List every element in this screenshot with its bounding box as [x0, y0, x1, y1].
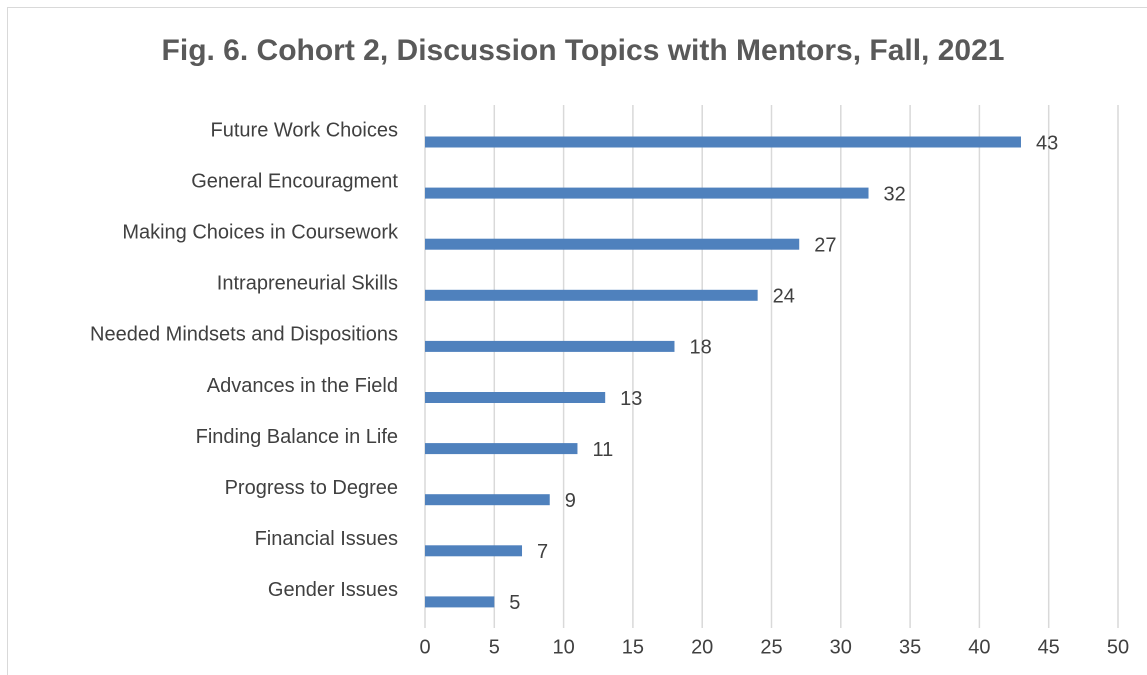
y-tick-label: Advances in the Field	[207, 375, 398, 397]
x-tick-label: 15	[622, 636, 644, 658]
bar	[425, 392, 606, 403]
y-tick-label: Progress to Degree	[225, 477, 398, 499]
x-tick-label: 45	[1038, 636, 1060, 658]
y-tick-label: Intrapreneurial Skills	[217, 273, 398, 295]
data-label: 13	[620, 388, 642, 410]
y-tick-label: Future Work Choices	[211, 119, 398, 141]
chart-title: Fig. 6. Cohort 2, Discussion Topics with…	[162, 34, 1005, 67]
x-tick-label: 25	[760, 636, 782, 658]
bar	[425, 289, 758, 301]
y-tick-label: Finding Balance in Life	[196, 426, 398, 448]
data-label: 18	[689, 337, 711, 359]
data-label: 9	[565, 490, 576, 512]
x-tick-label: 10	[552, 636, 574, 658]
bar	[425, 187, 869, 199]
bar	[425, 443, 578, 455]
y-tick-label: Needed Mindsets and Dispositions	[90, 324, 398, 346]
data-label: 32	[884, 183, 906, 205]
y-tick-label: General Encouragment	[191, 170, 398, 192]
x-tick-label: 0	[419, 636, 430, 658]
x-tick-label: 35	[899, 636, 921, 658]
x-tick-label: 20	[691, 636, 713, 658]
data-label: 7	[537, 541, 548, 563]
y-tick-label: Making Choices in Coursework	[122, 221, 399, 243]
bar	[425, 136, 1021, 148]
y-tick-label: Gender Issues	[268, 579, 398, 601]
y-tick-label: Financial Issues	[255, 528, 398, 550]
bar	[425, 596, 495, 608]
bar	[425, 494, 550, 506]
x-tick-label: 50	[1107, 636, 1129, 658]
data-label: 27	[814, 234, 836, 256]
data-label: 11	[592, 439, 613, 461]
bar	[425, 238, 800, 250]
data-label: 43	[1036, 132, 1058, 154]
data-label: 5	[509, 592, 520, 614]
bar	[425, 545, 523, 557]
x-tick-label: 5	[489, 636, 500, 658]
bar	[425, 340, 675, 352]
data-label: 24	[773, 286, 795, 308]
x-tick-label: 40	[968, 636, 990, 658]
x-tick-label: 30	[830, 636, 852, 658]
